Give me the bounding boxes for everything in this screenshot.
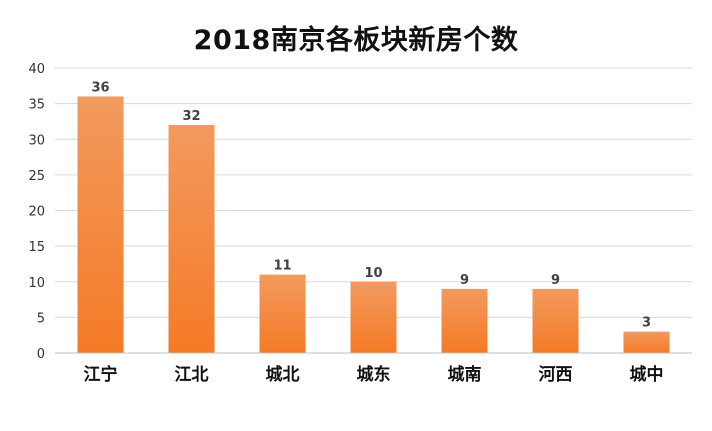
bar-0: [77, 96, 124, 353]
y-tick-label: 0: [37, 347, 45, 362]
bar-1: [168, 125, 215, 353]
chart-title: 2018南京各板块新房个数: [193, 25, 519, 56]
x-tick-label: 江北: [175, 365, 209, 385]
data-label: 3: [642, 316, 651, 331]
data-label: 36: [91, 81, 109, 96]
y-tick-label: 35: [28, 98, 45, 113]
bars: [77, 96, 670, 353]
y-tick-label: 40: [28, 62, 45, 77]
y-axis: 0 5 10 15 20 25 30 35 40: [28, 62, 45, 362]
y-tick-label: 10: [28, 276, 45, 291]
bar-6: [623, 331, 670, 353]
y-tick-label: 25: [28, 169, 45, 184]
data-label: 9: [551, 273, 560, 288]
x-tick-label: 城中: [630, 364, 664, 385]
x-axis: 江宁 江北 城北 城东 城南 河西 城中: [55, 352, 692, 385]
data-label: 10: [364, 266, 382, 281]
x-tick-label: 城北: [266, 365, 300, 385]
y-tick-label: 5: [37, 311, 45, 326]
data-label: 9: [460, 273, 469, 288]
bar-3: [350, 281, 397, 353]
x-tick-label: 城南: [448, 364, 482, 385]
x-tick-label: 河西: [539, 365, 573, 385]
x-tick-label: 江宁: [84, 364, 118, 385]
data-labels: 36 32 11 10 9 9 3: [91, 81, 651, 331]
bar-5: [532, 288, 579, 353]
x-tick-label: 城东: [357, 364, 391, 385]
data-label: 32: [182, 109, 200, 124]
bar-4: [441, 288, 488, 353]
y-tick-label: 15: [28, 240, 45, 255]
bar-2: [259, 274, 306, 353]
y-tick-label: 20: [28, 205, 45, 220]
y-tick-label: 30: [28, 133, 45, 148]
data-label: 11: [273, 259, 291, 274]
